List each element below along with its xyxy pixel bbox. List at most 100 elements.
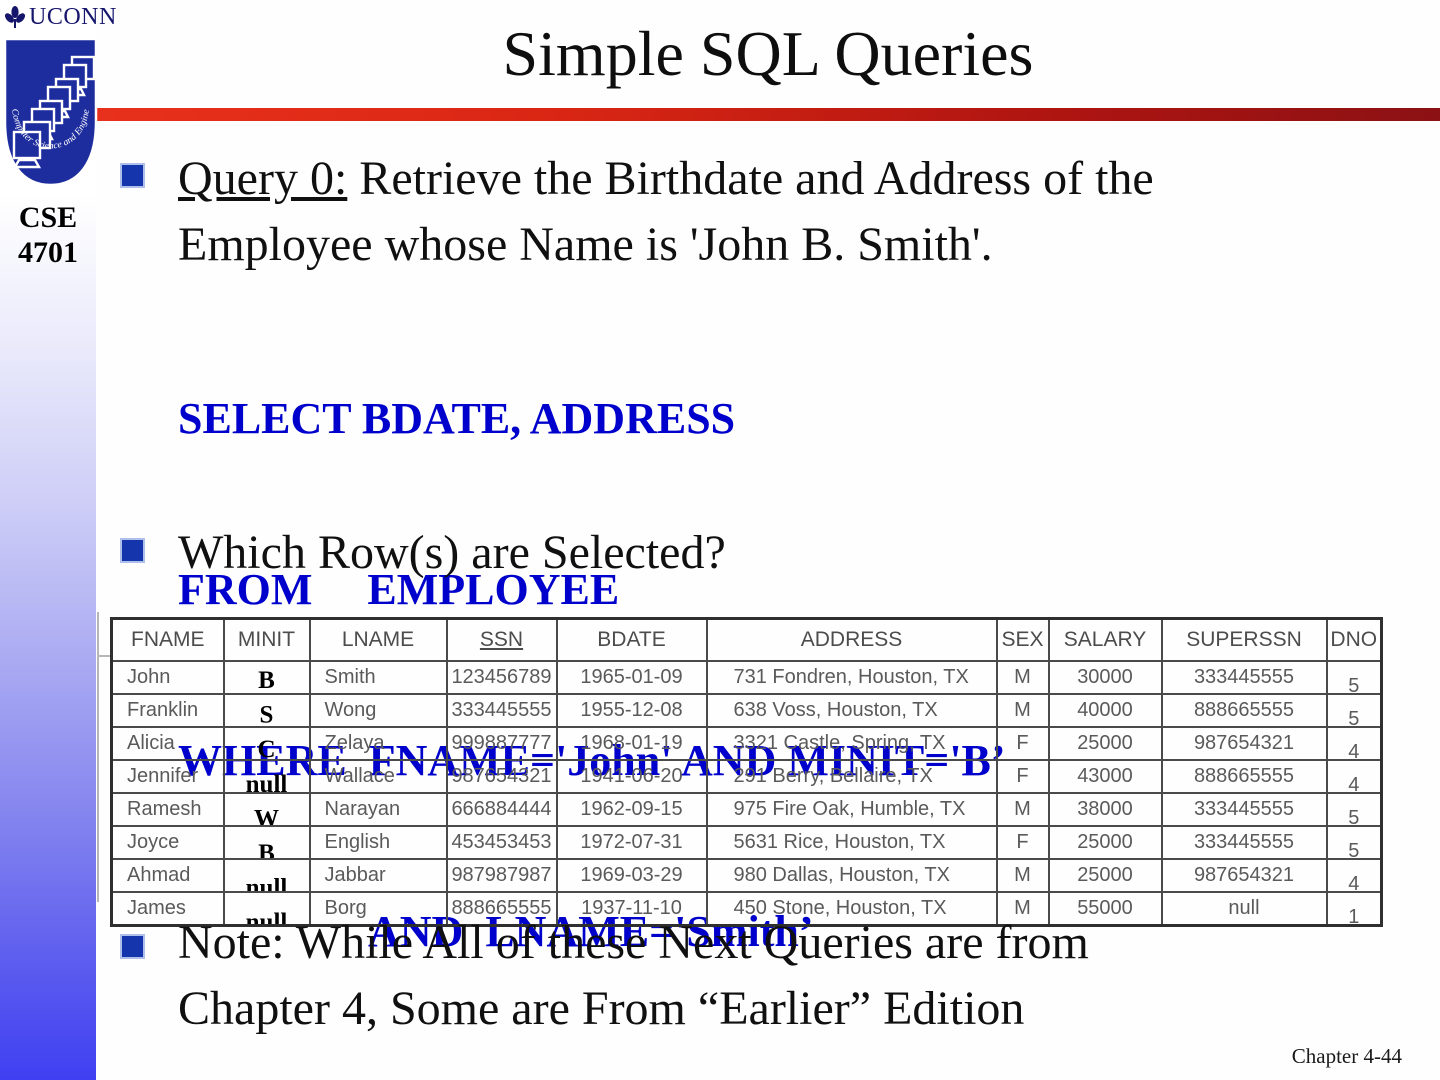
cell-lname: Jabbar	[308, 858, 448, 893]
cell-salary: 43000	[1047, 759, 1163, 794]
bullet-square-3	[120, 934, 145, 959]
cell-minit: null	[222, 759, 311, 794]
cell-fname: Franklin	[110, 693, 225, 728]
cell-ssn: 999887777	[445, 726, 558, 761]
cell-sex: F	[995, 726, 1050, 761]
cell-fname: James	[110, 891, 225, 927]
employee-table-body: John B Smith 123456789 1965-01-09 731 Fondren…	[110, 660, 1383, 927]
cell-ssn: 987987987	[445, 858, 558, 893]
title-divider-rule	[96, 108, 1440, 121]
cell-address: 731 Fondren, Houston, TX	[705, 660, 998, 695]
cell-lname: Zelaya	[308, 726, 448, 761]
page-number: Chapter 4-44	[1291, 1044, 1402, 1068]
cell-salary: 38000	[1047, 792, 1163, 827]
cell-ssn: 666884444	[445, 792, 558, 827]
cell-fname: Alicia	[110, 726, 225, 761]
table-row: Ramesh W Narayan 666884444 1962-09-15 975 Fir…	[110, 792, 1383, 827]
cell-address: 638 Voss, Houston, TX	[705, 693, 998, 728]
column-header-minit: MINIT	[222, 617, 311, 662]
cell-ssn: 123456789	[445, 660, 558, 695]
cell-address: 980 Dallas, Houston, TX	[705, 858, 998, 893]
cell-lname: Wong	[308, 693, 448, 728]
column-header-lname: LNAME	[308, 617, 448, 662]
column-header-ssn: SSN	[445, 617, 558, 662]
which-rows-text: Which Row(s) are Selected?	[178, 526, 726, 579]
cell-superssn: 333445555	[1160, 660, 1328, 695]
table-row: Alicia C Zelaya 999887777 1968-01-19 3321 Cas…	[110, 726, 1383, 761]
cell-salary: 25000	[1047, 825, 1163, 860]
cell-minit: C	[222, 726, 311, 761]
cell-dno: 5	[1325, 792, 1383, 827]
query0-text: Query 0: Retrieve the Birthdate and Addr…	[178, 146, 1440, 278]
course-line2: 4701	[18, 236, 78, 269]
cell-bdate: 1937-11-10	[555, 891, 708, 927]
note-line2: Chapter 4, Some are From “Earlier” Editi…	[178, 982, 1025, 1035]
cell-lname: English	[308, 825, 448, 860]
query0-line2: Employee whose Name is 'John B. Smith'.	[178, 218, 993, 271]
cell-ssn: 888665555	[445, 891, 558, 927]
cell-dno: 4	[1325, 858, 1383, 893]
cell-fname: Joyce	[110, 825, 225, 860]
query0-line1: Query 0: Retrieve the Birthdate and Addr…	[178, 146, 1440, 212]
column-header-dno: DNO	[1325, 617, 1383, 662]
cell-dno: 1	[1325, 891, 1383, 927]
note-text: Note: While All of these Next Queries ar…	[178, 910, 1440, 1042]
cell-sex: F	[995, 825, 1050, 860]
cell-sex: M	[995, 891, 1050, 927]
table-row: John B Smith 123456789 1965-01-09 731 Fondren…	[110, 660, 1383, 695]
cell-dno: 5	[1325, 660, 1383, 695]
cell-bdate: 1955-12-08	[555, 693, 708, 728]
cell-superssn: 987654321	[1160, 858, 1328, 893]
cell-dno: 5	[1325, 693, 1383, 728]
column-header-sex: SEX	[995, 617, 1050, 662]
cell-superssn: 333445555	[1160, 825, 1328, 860]
cell-address: 975 Fire Oak, Humble, TX	[705, 792, 998, 827]
table-row: Ahmad null Jabbar 987987987 1969-03-29 980 Da…	[110, 858, 1383, 893]
cell-bdate: 1972-07-31	[555, 825, 708, 860]
cell-lname: Smith	[308, 660, 448, 695]
bullet-square-2	[120, 538, 145, 563]
cell-bdate: 1962-09-15	[555, 792, 708, 827]
cell-superssn: 888665555	[1160, 693, 1328, 728]
cell-sex: M	[995, 858, 1050, 893]
employee-table: FNAME MINIT LNAME SSN BDATE ADDRESS SEX SALARY S…	[110, 617, 1383, 927]
slide-title: Simple SQL Queries	[502, 18, 1034, 89]
query0-label: Query 0:	[178, 152, 348, 205]
cell-address: 5631 Rice, Houston, TX	[705, 825, 998, 860]
cell-address: 291 Berry, Bellaire, TX	[705, 759, 998, 794]
cell-minit: null	[222, 858, 311, 893]
cell-minit: B	[222, 825, 311, 860]
cell-ssn: 987654321	[445, 759, 558, 794]
cell-dno: 4	[1325, 726, 1383, 761]
course-number: CSE 4701	[0, 200, 96, 270]
cell-ssn: 333445555	[445, 693, 558, 728]
cell-address: 450 Stone, Houston, TX	[705, 891, 998, 927]
wordmark-text: UCONN	[29, 4, 117, 30]
cell-bdate: 1968-01-19	[555, 726, 708, 761]
cell-ssn: 453453453	[445, 825, 558, 860]
table-row: Jennifer null Wallace 987654321 1941-06-20 29…	[110, 759, 1383, 794]
cell-sex: M	[995, 693, 1050, 728]
cell-superssn: null	[1160, 891, 1328, 927]
cell-lname: Wallace	[308, 759, 448, 794]
cell-sex: M	[995, 660, 1050, 695]
cell-fname: Jennifer	[110, 759, 225, 794]
table-row: Franklin S Wong 333445555 1955-12-08 638 Voss…	[110, 693, 1383, 728]
cell-salary: 25000	[1047, 858, 1163, 893]
cell-bdate: 1969-03-29	[555, 858, 708, 893]
column-header-fname: FNAME	[110, 617, 225, 662]
cell-minit: B	[222, 660, 311, 695]
computer-icons	[12, 55, 96, 169]
cell-salary: 25000	[1047, 726, 1163, 761]
cell-sex: F	[995, 759, 1050, 794]
cell-sex: M	[995, 792, 1050, 827]
cell-superssn: 987654321	[1160, 726, 1328, 761]
cell-bdate: 1965-01-09	[555, 660, 708, 695]
uconn-wordmark: UCONN	[5, 4, 117, 31]
column-header-bdate: BDATE	[555, 617, 708, 662]
oak-leaf-icon	[5, 5, 25, 28]
employee-table-head-row: FNAME MINIT LNAME SSN BDATE ADDRESS SEX SALARY S…	[110, 617, 1383, 662]
cell-minit: null	[222, 891, 311, 927]
cell-fname: John	[110, 660, 225, 695]
